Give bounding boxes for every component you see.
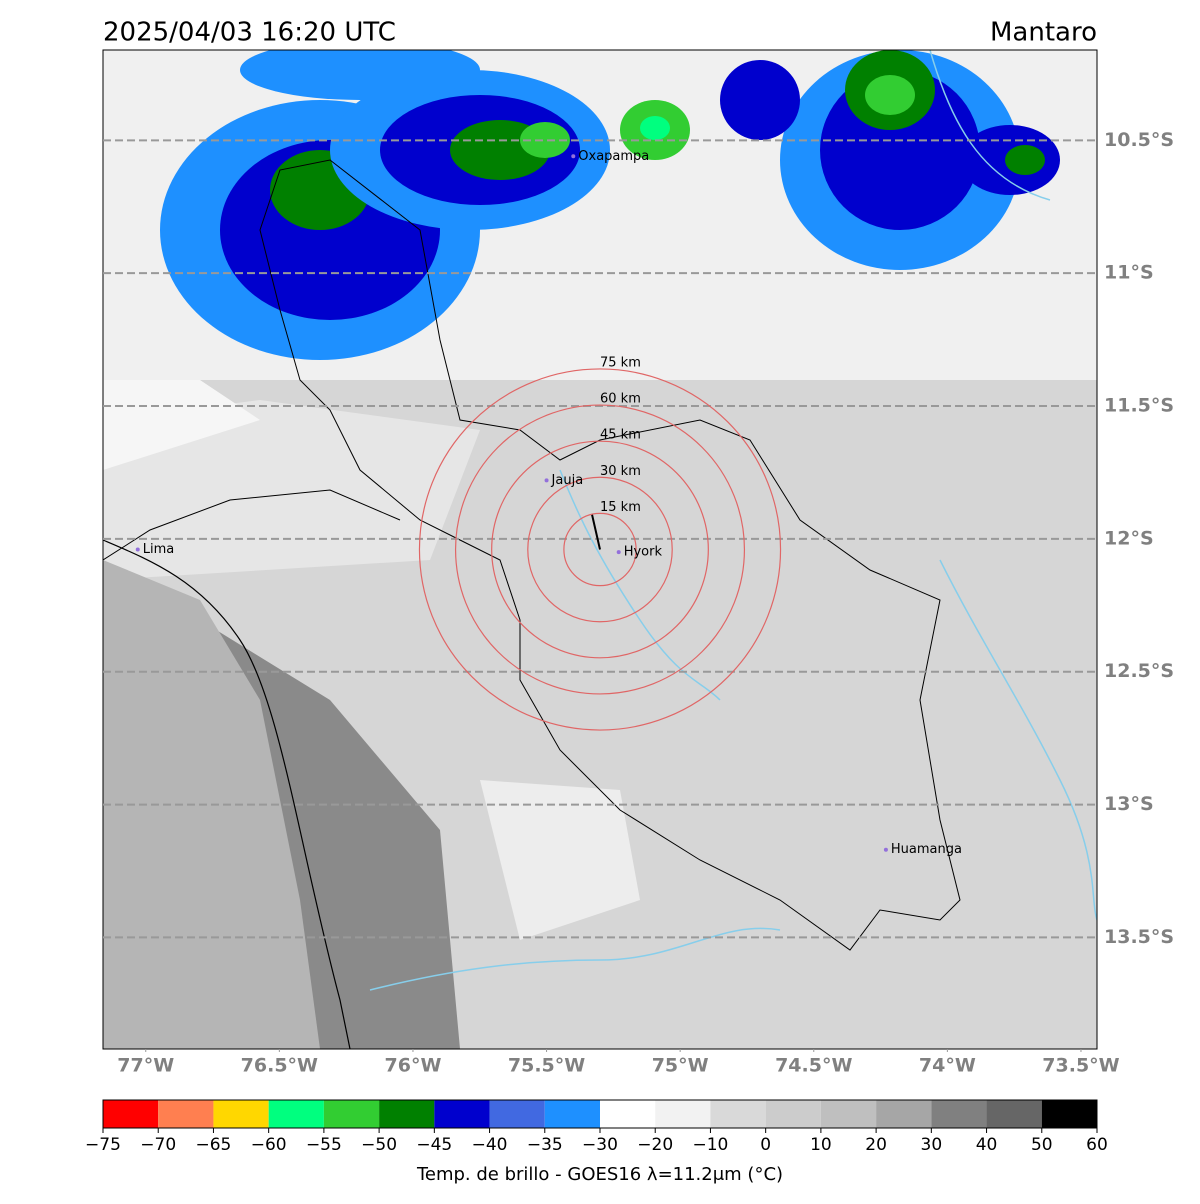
bearing-line	[591, 514, 601, 550]
place-marker	[616, 550, 621, 555]
lat-label: 11°S	[1104, 262, 1154, 284]
colorbar-tick-label: 50	[1031, 1135, 1053, 1155]
ring-label: 30 km	[600, 464, 641, 479]
colorbar-tick-label: −35	[527, 1135, 563, 1155]
colorbar-tick-label: −75	[85, 1135, 121, 1155]
colorbar-segment	[876, 1100, 932, 1128]
colorbar-segment	[986, 1100, 1042, 1128]
place-marker	[544, 478, 549, 483]
colorbar-tick-label: −10	[692, 1135, 728, 1155]
lon-label: 77°W	[117, 1055, 174, 1077]
place-marker	[883, 847, 888, 852]
region: Mantaro	[990, 18, 1097, 48]
colorbar-segment	[103, 1100, 159, 1128]
colorbar-segment	[600, 1100, 656, 1128]
colorbar-tick-label: 20	[865, 1135, 887, 1155]
colorbar-segment	[655, 1100, 711, 1128]
place-marker	[135, 547, 140, 552]
colorbar-tick-label: −40	[472, 1135, 508, 1155]
lon-label: 75.5°W	[508, 1055, 585, 1077]
lon-label: 76°W	[385, 1055, 442, 1077]
colorbar-tick-label: 10	[810, 1135, 832, 1155]
imagery	[103, 50, 1097, 1049]
range-ring	[418, 368, 782, 731]
lat-label: 13.5°S	[1104, 926, 1174, 948]
place-marker	[571, 154, 576, 159]
place-label: Jauja	[551, 473, 584, 488]
place-label: Huamanga	[891, 842, 962, 857]
colorbar-segment	[213, 1100, 269, 1128]
colorbar-segment	[489, 1100, 545, 1128]
colorbar-segment	[268, 1100, 324, 1128]
colorbar-tick-label: −60	[251, 1135, 287, 1155]
map-frame	[102, 49, 1098, 1050]
place-label: Oxapampa	[578, 149, 649, 164]
colorbar-segment	[1041, 1100, 1097, 1128]
lat-label: 12.5°S	[1104, 660, 1174, 682]
lat-label: 13°S	[1104, 793, 1154, 815]
colorbar-segment	[710, 1100, 766, 1128]
place-label: Lima	[143, 542, 174, 557]
colorbar-segment	[544, 1100, 600, 1128]
colorbar-tick-label: 0	[760, 1135, 771, 1155]
lon-label: 74°W	[919, 1055, 976, 1077]
lat-label: 12°S	[1104, 527, 1154, 549]
colorbar-segment	[765, 1100, 821, 1128]
ring-label: 60 km	[600, 392, 641, 407]
range-ring	[454, 404, 746, 695]
colorbar-segment	[820, 1100, 877, 1128]
colorbar-segment	[323, 1100, 380, 1128]
colorbar-tick-label: 60	[1086, 1135, 1108, 1155]
place-label: Hyork	[624, 545, 663, 560]
lat-label: 11.5°S	[1104, 395, 1174, 417]
ring-label: 75 km	[600, 355, 641, 370]
range-ring	[491, 440, 709, 659]
colorbar-label: Temp. de brillo - GOES16 λ=11.2μm (°C)	[416, 1164, 783, 1185]
colorbar-segment	[379, 1100, 435, 1128]
colorbar-tick-label: −65	[195, 1135, 231, 1155]
colorbar-tick-label: −20	[637, 1135, 673, 1155]
colorbar-tick-label: −70	[140, 1135, 176, 1155]
range-ring	[563, 512, 637, 587]
colorbar-tick-label: 40	[976, 1135, 998, 1155]
ring-label: 15 km	[600, 500, 641, 515]
lat-label: 10.5°S	[1104, 129, 1174, 151]
ring-label: 45 km	[600, 428, 641, 443]
lon-label: 75°W	[652, 1055, 709, 1077]
range-ring	[527, 476, 673, 623]
colorbar-tick-label: −45	[416, 1135, 452, 1155]
colorbar-tick-label: 30	[921, 1135, 943, 1155]
lon-label: 76.5°W	[241, 1055, 318, 1077]
colorbar-tick-label: −55	[306, 1135, 342, 1155]
colorbar-segment	[931, 1100, 987, 1128]
colorbar-segment	[434, 1100, 490, 1128]
colorbar-tick-label: −50	[361, 1135, 397, 1155]
lon-label: 74.5°W	[775, 1055, 852, 1077]
colorbar-tick-label: −30	[582, 1135, 618, 1155]
lon-label: 73.5°W	[1042, 1055, 1119, 1077]
title: 2025/04/03 16:20 UTC	[103, 18, 396, 48]
colorbar-segment	[158, 1100, 214, 1128]
